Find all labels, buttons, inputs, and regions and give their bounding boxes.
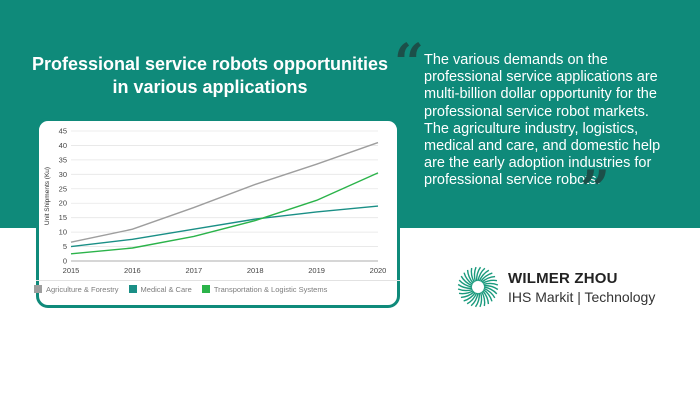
- x-tick-label: 2017: [185, 266, 202, 275]
- chart-card: 0 5 10 15 20 25 30 35 40 45 2015 2016 2017 2018 2019 20…: [36, 118, 400, 308]
- line-chart: 0 5 10 15 20 25 30 35 40 45 2015 2016 2017 2018 2019 20…: [44, 127, 387, 276]
- legend-label: Agriculture & Forestry: [46, 284, 119, 294]
- ihs-markit-logo-icon: [457, 266, 499, 308]
- legend-swatch: [34, 285, 42, 293]
- logo-stroke: [475, 266, 482, 282]
- logo-stroke: [458, 290, 474, 295]
- logo-stroke: [473, 266, 477, 282]
- logo-stroke: [474, 292, 481, 308]
- y-tick-label: 35: [59, 155, 67, 164]
- logo-stroke: [466, 292, 478, 305]
- page-title: Professional service robots opportunitie…: [31, 54, 389, 97]
- x-tick-label: 2019: [308, 266, 325, 275]
- legend-item-2: Medical & Care: [128, 284, 192, 294]
- x-tick-label: 2018: [247, 266, 264, 275]
- y-tick-label: 15: [59, 213, 67, 222]
- y-tick-label: 5: [63, 242, 67, 251]
- logo-stroke: [480, 272, 493, 283]
- logo-stroke: [460, 291, 475, 299]
- legend-bar: [36, 280, 400, 308]
- legend-swatch: [128, 285, 137, 293]
- x-tick-label: 2015: [63, 266, 80, 275]
- x-tick-label: 2020: [370, 266, 387, 275]
- logo-stroke: [482, 279, 498, 284]
- series-line-2: [70, 205, 379, 248]
- y-tick-label: 25: [59, 184, 67, 193]
- logo-stroke: [482, 289, 493, 302]
- legend-item-3: Transportation & Logistic Systems: [201, 284, 328, 294]
- logo-stroke: [477, 267, 486, 282]
- logo-stroke: [470, 267, 475, 283]
- logo-stroke: [483, 282, 499, 286]
- y-tick-label: 30: [59, 170, 67, 179]
- legend-item-1: Agriculture & Forestry: [34, 285, 119, 294]
- chart-legend: Agriculture & Forestry Medical & Care Tran…: [34, 283, 370, 295]
- quote-text: The various demands on the professional …: [424, 52, 661, 189]
- series-line-1: [70, 141, 379, 243]
- logo-stroke: [458, 279, 473, 288]
- y-tick-label: 10: [59, 228, 67, 237]
- series-line-3: [70, 172, 379, 255]
- open-quote-icon: “: [394, 33, 424, 94]
- y-tick-label: 40: [59, 141, 67, 150]
- logo-stroke: [483, 287, 496, 299]
- logo-stroke: [457, 283, 473, 290]
- logo-stroke: [463, 291, 476, 302]
- logo-stroke: [481, 275, 496, 283]
- logo-stroke: [479, 292, 483, 308]
- logo-stroke: [483, 284, 499, 291]
- logo-stroke: [482, 290, 490, 305]
- y-tick-label: 0: [63, 257, 67, 266]
- logo-stroke: [457, 288, 473, 292]
- y-tick-label: 45: [59, 127, 67, 136]
- y-tick-label: 20: [59, 199, 67, 208]
- y-axis-label: Unit Shipments (Ku): [44, 167, 51, 225]
- logo-stroke: [466, 269, 474, 284]
- legend-swatch: [201, 285, 210, 293]
- logo-stroke: [460, 275, 473, 287]
- logo-stroke: [463, 272, 474, 285]
- logo-stroke: [478, 269, 490, 282]
- legend-label: Medical & Care: [140, 284, 192, 294]
- brand-name: WILMER ZHOU: [508, 270, 618, 287]
- close-quote-icon: ”: [580, 160, 610, 221]
- logo-stroke: [470, 292, 479, 307]
- x-tick-label: 2016: [124, 266, 141, 275]
- logo-stroke: [483, 286, 498, 295]
- brand-subtitle: IHS Markit | Technology: [508, 289, 656, 305]
- logo-stroke: [481, 291, 486, 307]
- legend-label: Transportation & Logistic Systems: [213, 284, 328, 294]
